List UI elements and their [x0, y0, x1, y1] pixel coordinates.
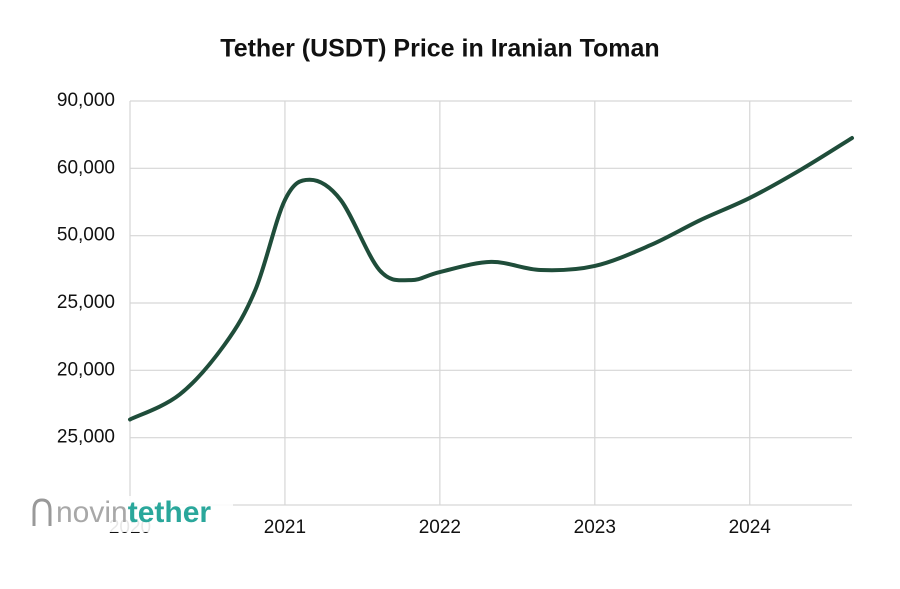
chart-title: Tether (USDT) Price in Iranian Toman	[220, 35, 659, 63]
x-tick-label: 2022	[419, 517, 461, 538]
logo-novin: novin	[56, 496, 128, 529]
x-tick-label: 2024	[729, 517, 772, 538]
y-tick-label: 90,000	[57, 90, 115, 111]
x-tick-label: 2021	[264, 517, 306, 538]
price-line	[128, 136, 854, 422]
y-tick-label: 20,000	[57, 359, 115, 380]
logo-text: novintether	[56, 496, 211, 529]
y-tick-label: 60,000	[57, 157, 115, 178]
x-tick-label: 2023	[574, 517, 616, 538]
logo-icon	[32, 498, 52, 526]
y-tick-label: 50,000	[57, 225, 115, 246]
y-tick-label: 25,000	[57, 427, 115, 448]
y-tick-label: 25,000	[57, 292, 115, 313]
logo-tether: tether	[128, 496, 212, 529]
logo-background	[28, 496, 233, 532]
